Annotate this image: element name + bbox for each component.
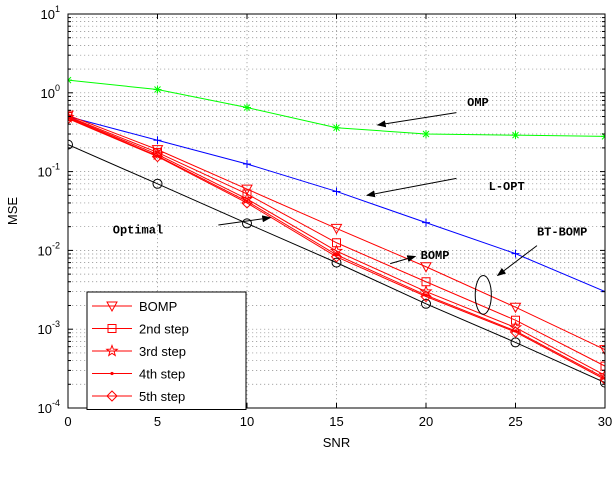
y-tick-label: 101: [41, 4, 60, 22]
data-point-5th-step: [330, 251, 343, 263]
series-layer: [68, 76, 605, 388]
data-point-bomp: [330, 223, 343, 235]
data-point-omp: [511, 131, 520, 140]
data-point-bomp: [420, 262, 432, 273]
y-tick-label: 100: [41, 83, 60, 101]
legend-label-5th-step: 5th step: [139, 389, 185, 404]
x-tick-label: 0: [64, 414, 71, 429]
data-point-5th-step: [509, 326, 522, 338]
data-point-5th-step: [68, 112, 74, 125]
data-point-2nd-step: [600, 361, 605, 371]
legend-item-3rd-step: 3rd step: [92, 344, 186, 359]
data-point-l-opt: [243, 159, 251, 168]
data-point-optimal: [331, 257, 342, 268]
annotations: OMP L-OPT Optimal BOMP BT-BOMP: [113, 96, 587, 315]
legend-item-4th-step: 4th step: [92, 367, 185, 382]
data-point-bomp: [599, 345, 605, 356]
data-point-optimal: [510, 337, 521, 348]
data-point-omp: [332, 123, 341, 132]
annotation-arrow-omp: [376, 112, 457, 128]
data-point-optimal: [421, 298, 431, 309]
x-tick-label: 10: [240, 414, 254, 429]
data-point-5th-step: [241, 197, 253, 209]
series-line-optimal: [68, 144, 605, 384]
series-omp: [68, 76, 605, 141]
legend-marker-bomp: [106, 301, 118, 313]
data-point-optimal: [600, 377, 605, 388]
legend-item-5th-step: 5th step: [92, 389, 185, 404]
data-point-4th-step: [334, 253, 339, 257]
annotation-label-lopt: L-OPT: [489, 180, 525, 194]
legend-item-2nd-step: 2nd step: [92, 322, 189, 337]
legend-marker-4th-step: [110, 371, 114, 376]
data-point-5th-step: [151, 150, 164, 163]
x-tick-label: 20: [419, 414, 433, 429]
data-point-3rd-step: [68, 110, 75, 123]
data-point-optimal: [242, 218, 252, 229]
data-point-5th-step: [420, 290, 432, 303]
legend-marker-2nd-step: [107, 324, 117, 333]
legend-label-bomp: BOMP: [139, 299, 177, 314]
y-tick-label: 10-2: [38, 240, 60, 258]
legend-label-3rd-step: 3rd step: [139, 344, 186, 359]
x-tick-label: 30: [598, 414, 612, 429]
legend-label-2nd-step: 2nd step: [139, 322, 189, 337]
annotation-label-bt-bomp: BT-BOMP: [537, 225, 587, 239]
y-tick-label: 10-4: [38, 398, 60, 416]
bt-bomp-ellipse: [474, 275, 492, 315]
data-point-omp: [153, 85, 162, 94]
legend-label-4th-step: 4th step: [139, 367, 185, 382]
data-point-bomp: [151, 145, 164, 156]
series-line-5th-step: [68, 118, 605, 380]
data-point-optimal: [68, 139, 73, 150]
data-point-omp: [243, 103, 251, 112]
data-point-omp: [422, 130, 430, 139]
x-tick-label: 25: [508, 414, 522, 429]
legend: BOMP 2nd step 3rd step 4th step 5th step: [86, 291, 247, 410]
y-tick-label: 10-3: [38, 319, 60, 337]
x-tick-label: 5: [154, 414, 161, 429]
series-optimal: [68, 139, 605, 388]
annotation-arrow-lopt: [365, 177, 457, 198]
data-point-3rd-step: [598, 368, 605, 381]
axis-ticks: 0 5 10 15 20 25 30 10-4 10-3 10-2 10-1 100 101: [38, 4, 613, 429]
x-tick-label: 15: [329, 414, 343, 429]
data-point-5th-step: [599, 373, 605, 386]
annotation-arrow-optimal: [218, 215, 272, 226]
annotation-label-optimal: Optimal: [113, 223, 163, 237]
data-point-l-opt: [332, 187, 341, 196]
annotation-label-omp: OMP: [467, 96, 489, 110]
annotation-label-bomp: BOMP: [421, 249, 450, 263]
annotation-arrow-bt-bomp: [496, 245, 538, 277]
series-5th-step: [68, 112, 605, 386]
data-point-bomp: [509, 302, 522, 314]
data-point-l-opt: [422, 218, 430, 227]
data-point-l-opt: [511, 249, 520, 258]
y-axis-title: MSE: [5, 197, 20, 226]
annotation-arrow-bomp: [390, 255, 417, 265]
data-point-2nd-step: [511, 315, 520, 325]
data-point-l-opt: [153, 136, 162, 145]
legend-marker-5th-step: [106, 390, 118, 402]
legend-marker-3rd-step: [105, 344, 119, 357]
series-line-2nd-step: [68, 116, 605, 367]
data-point-optimal: [152, 178, 163, 189]
x-axis-title: SNR: [323, 435, 350, 450]
legend-item-bomp: BOMP: [92, 299, 177, 314]
y-tick-label: 10-1: [38, 162, 60, 180]
